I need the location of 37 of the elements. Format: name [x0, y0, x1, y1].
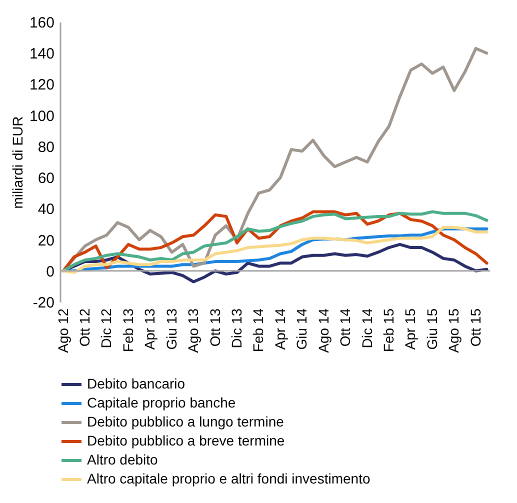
legend-label: Debito pubblico a lungo termine	[87, 414, 284, 430]
x-tick-label: Ago 13	[185, 308, 202, 353]
x-tick-label: Ott 14	[337, 308, 354, 347]
x-tick-label: Giu 13	[163, 308, 180, 350]
y-axis-title: miliardi di EUR	[9, 116, 26, 209]
legend-label: Altro debito	[87, 452, 158, 468]
x-tick-label: Ott 13	[206, 308, 223, 347]
x-tick-label: Ott 12	[76, 308, 92, 347]
y-tick-label: -20	[32, 294, 54, 312]
y-tick-label: 20	[38, 232, 54, 250]
y-tick-label: 120	[29, 76, 54, 94]
y-tick-label: 100	[29, 108, 54, 125]
x-tick-label: Ago 15	[446, 308, 462, 353]
x-tick-label: Dic 13	[228, 308, 244, 348]
x-tick-label: Apr 13	[142, 308, 158, 350]
x-tick-label: Giu 15	[424, 308, 440, 350]
y-tick-label: 160	[29, 14, 54, 32]
x-tick-label: Feb 13	[120, 308, 136, 352]
x-tick-label: Ago 12	[54, 308, 71, 353]
x-tick-label: Ago 14	[315, 308, 332, 353]
y-tick-label: 140	[29, 46, 54, 63]
x-tick-label: Dic 12	[98, 308, 114, 348]
x-tick-label: Apr 15	[402, 308, 418, 350]
x-tick-label: Feb 15	[380, 308, 397, 352]
y-tick-label: 0	[46, 263, 54, 280]
x-tick-label: Giu 14	[294, 308, 310, 350]
x-tick-label: Apr 14	[272, 308, 288, 350]
y-tick-label: 40	[38, 201, 54, 218]
legend-label: Debito bancario	[87, 376, 186, 392]
x-tick-label: Ott 15	[467, 308, 484, 347]
y-tick-label: 80	[38, 138, 54, 156]
y-tick-label: 60	[38, 170, 54, 188]
x-tick-label: Feb 14	[250, 308, 266, 352]
legend-label: Capitale proprio banche	[87, 394, 236, 410]
x-tick-label: Dic 14	[358, 308, 375, 348]
legend-label: Altro capitale proprio e altri fondi investimento	[87, 470, 370, 486]
legend-label: Debito pubblico a breve termine	[87, 432, 285, 448]
